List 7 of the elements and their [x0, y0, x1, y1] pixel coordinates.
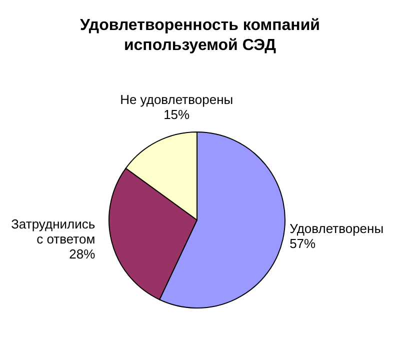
slice-label: Затруднились с ответом [11, 216, 96, 246]
data-label: 57% [290, 236, 316, 251]
data-label: 28% [69, 246, 96, 262]
slice-label: Не удовлетворены [120, 92, 234, 107]
chart-title: Удовлетворенность компаний используемой СЭД [80, 17, 320, 54]
data-label: 15% [164, 106, 190, 122]
slice-label: Удовлетворены [290, 220, 384, 236]
